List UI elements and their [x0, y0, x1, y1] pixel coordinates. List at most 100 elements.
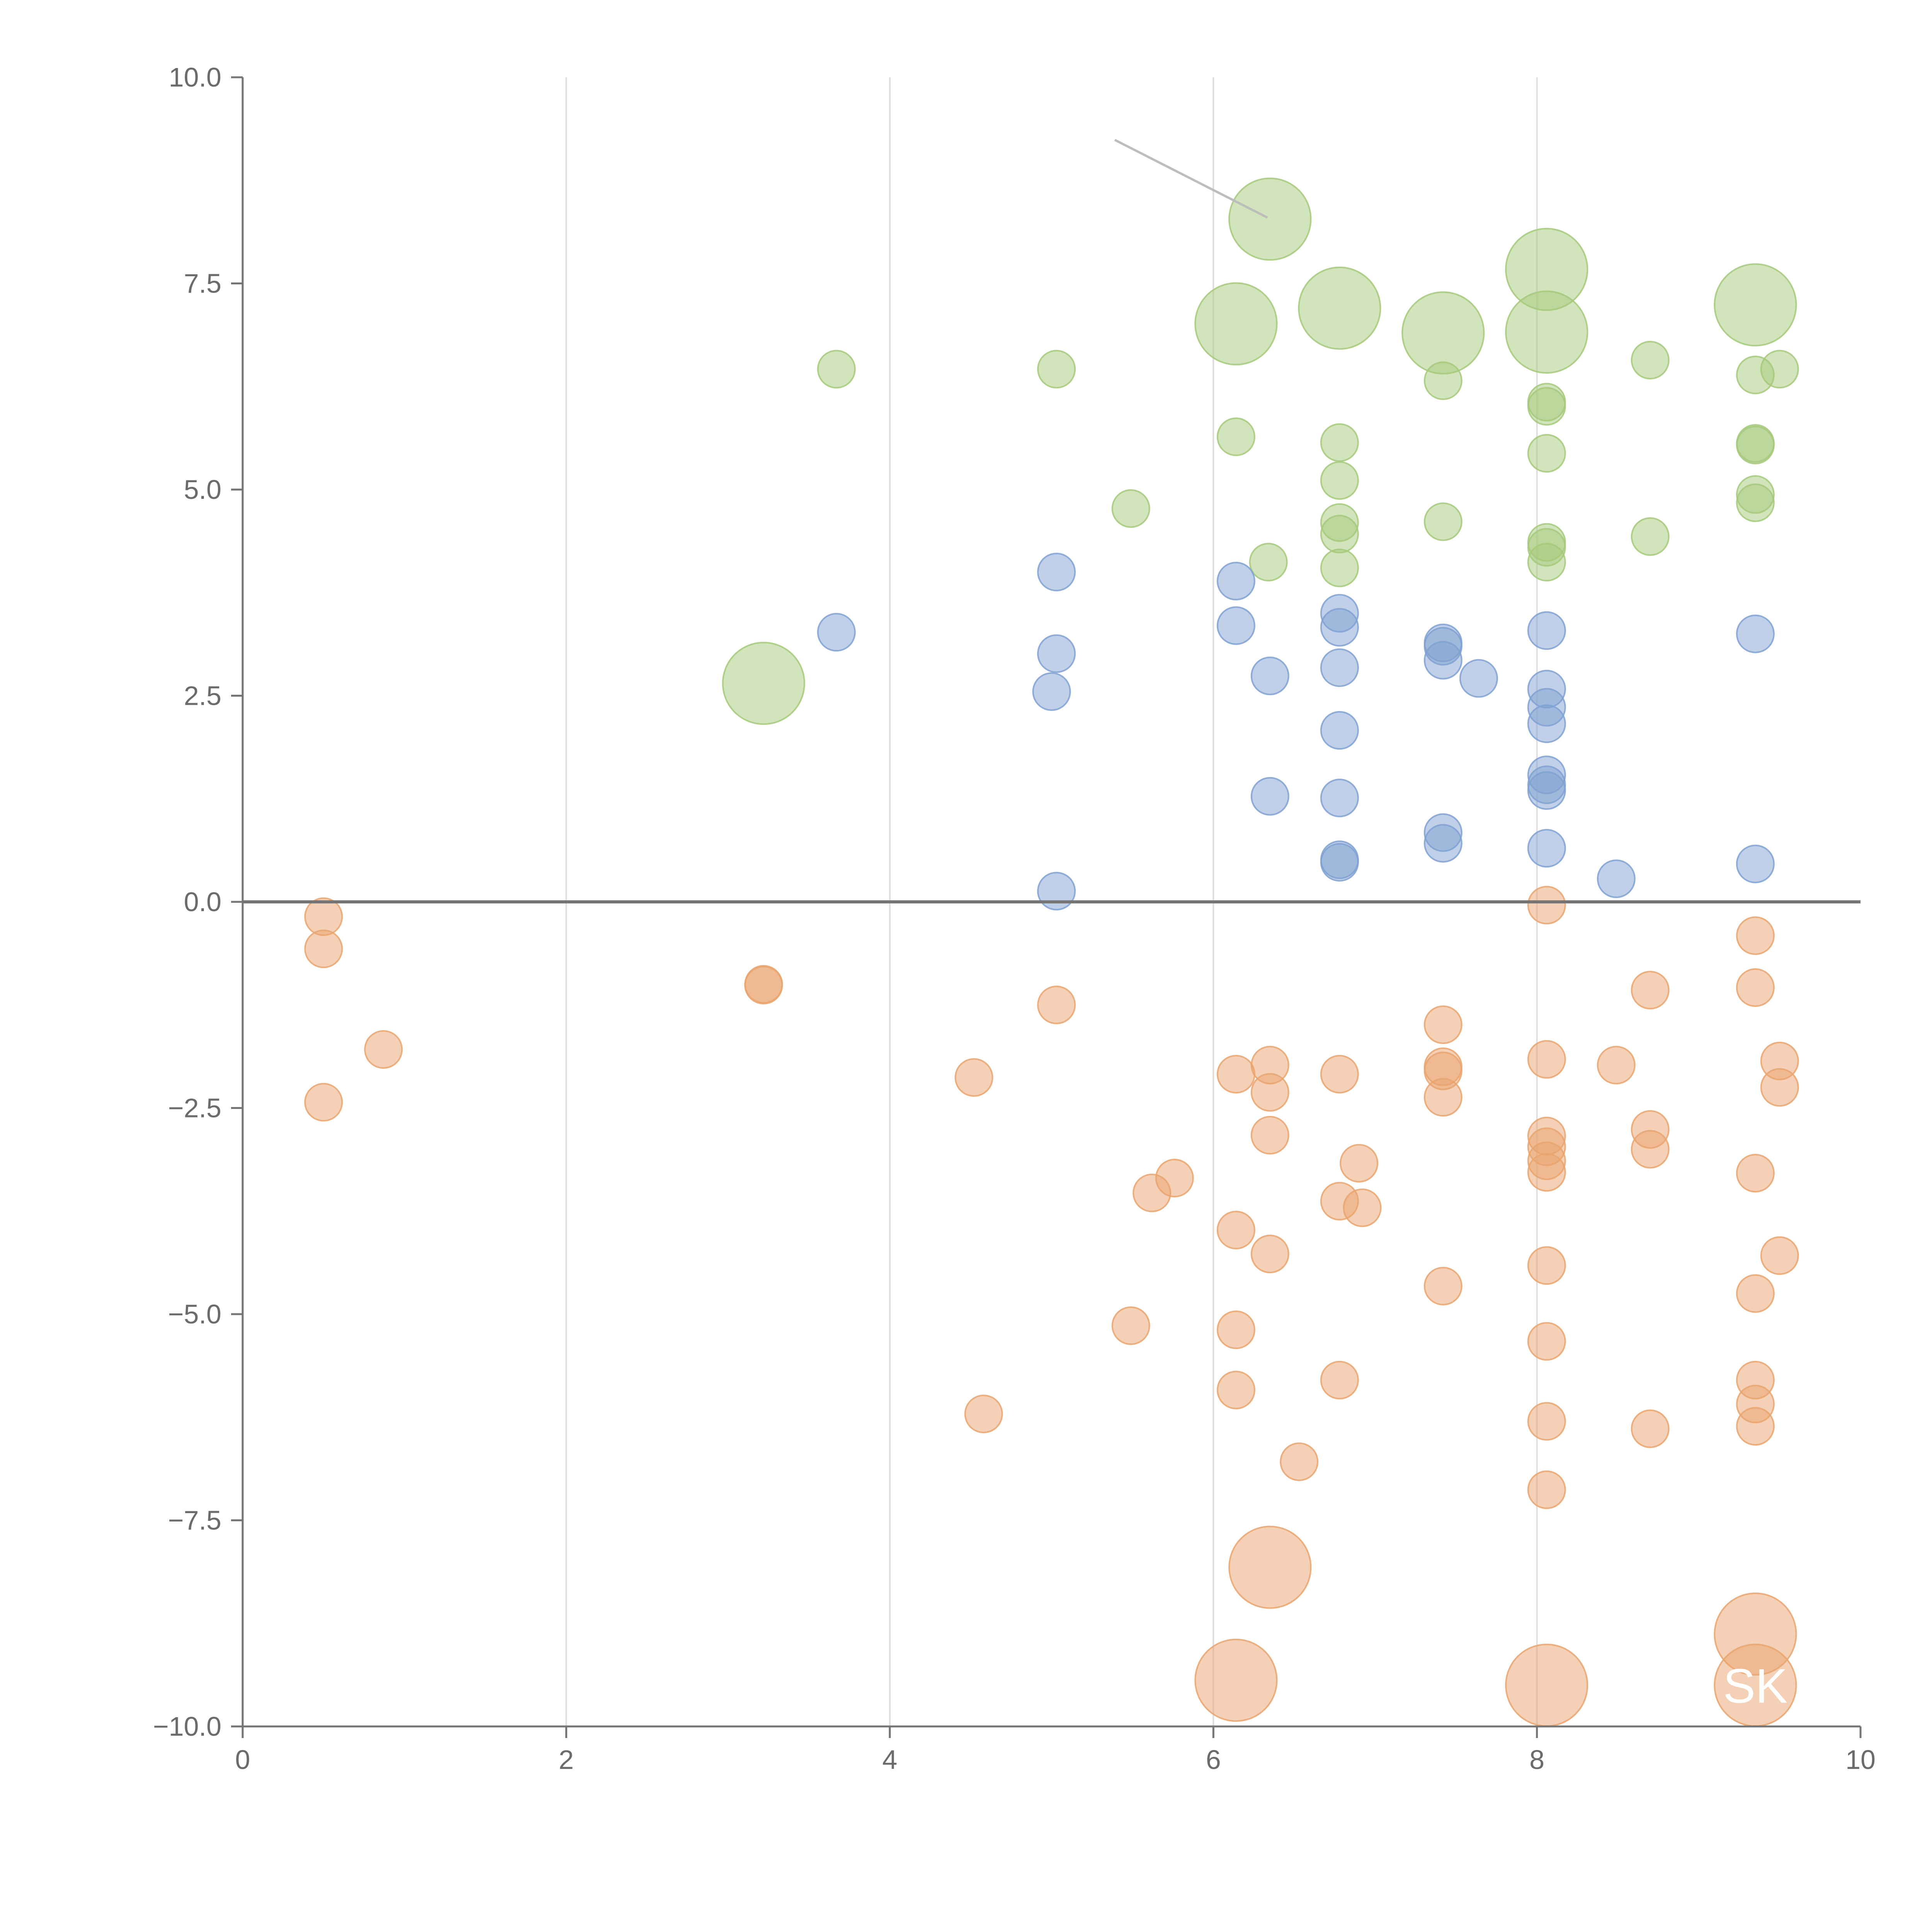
data-point [1459, 659, 1498, 698]
y-tick-label: 2.5 [184, 681, 221, 711]
data-point [1111, 489, 1150, 528]
data-point [1527, 434, 1566, 473]
data-point [1250, 656, 1289, 696]
data-point [1527, 771, 1566, 810]
data-point [1527, 387, 1566, 426]
data-point [1736, 614, 1775, 653]
data-point [1736, 483, 1775, 522]
data-point [1249, 543, 1288, 582]
data-point [1320, 423, 1359, 462]
data-point [1216, 1371, 1255, 1410]
data-point [1216, 1310, 1255, 1349]
data-point [1423, 1267, 1463, 1306]
series-orange [304, 886, 1799, 1727]
data-point [1527, 1322, 1566, 1361]
data-point [1631, 1409, 1670, 1448]
data-point [1423, 641, 1463, 680]
data-point [304, 929, 343, 968]
x-axis-ticks: 0 2 4 6 8 10 [235, 1726, 1876, 1775]
data-point [1037, 553, 1076, 592]
y-tick-label: −7.5 [168, 1505, 221, 1536]
data-point [1631, 517, 1670, 556]
y-tick-label: −5.0 [168, 1299, 221, 1329]
data-point [1298, 266, 1381, 350]
data-point [1216, 606, 1255, 645]
data-point [1736, 844, 1775, 883]
data-point [1527, 886, 1566, 925]
data-point [1527, 611, 1566, 650]
data-point [1343, 1188, 1382, 1227]
series-blue [817, 553, 1775, 911]
y-tick-label: 7.5 [184, 269, 221, 299]
data-point [1714, 263, 1797, 347]
data-point [1250, 1073, 1289, 1112]
data-point [1505, 1643, 1588, 1727]
y-tick-label: −2.5 [168, 1093, 221, 1123]
data-point [1527, 704, 1566, 743]
data-point [1228, 1526, 1312, 1609]
data-point [1250, 777, 1289, 816]
data-point [304, 1083, 343, 1122]
x-tick-label: 8 [1529, 1745, 1544, 1775]
y-tick-label: 0.0 [184, 887, 221, 917]
data-point [1037, 872, 1076, 911]
data-point [1760, 1068, 1799, 1107]
data-point [817, 613, 856, 652]
data-point [722, 641, 805, 725]
annotation-label: SK [1723, 1659, 1787, 1713]
data-point [1194, 282, 1278, 366]
series-green [722, 177, 1799, 725]
data-point [1250, 1235, 1289, 1274]
data-point [744, 966, 783, 1005]
y-tick-label: 10.0 [169, 62, 221, 92]
x-tick-label: 4 [882, 1745, 897, 1775]
x-tick-label: 0 [235, 1745, 250, 1775]
data-point [1216, 1211, 1255, 1250]
data-point [1527, 1153, 1566, 1192]
data-point [1320, 779, 1359, 818]
data-point [1736, 1154, 1775, 1193]
data-point [1111, 1306, 1150, 1345]
data-point [1527, 1040, 1566, 1079]
data-point [1736, 425, 1775, 464]
data-point [1527, 543, 1566, 582]
data-point [1631, 971, 1670, 1010]
y-tick-label: −10.0 [153, 1711, 221, 1742]
data-point [1133, 1173, 1172, 1213]
data-points [304, 177, 1799, 1727]
data-point [1340, 1144, 1379, 1183]
data-point [1037, 350, 1076, 389]
data-point [1037, 985, 1076, 1024]
data-point [964, 1395, 1003, 1434]
data-point [1760, 350, 1799, 389]
data-point [954, 1058, 993, 1097]
data-point [1631, 1130, 1670, 1169]
data-point [1527, 1246, 1566, 1285]
data-point [1736, 1274, 1775, 1313]
data-point [1423, 1005, 1463, 1044]
data-point [1320, 843, 1359, 882]
data-point [1216, 417, 1255, 456]
annotations: SK [1723, 1659, 1787, 1713]
data-point [1320, 608, 1359, 647]
data-point [1320, 515, 1359, 554]
data-point [1216, 1055, 1255, 1094]
y-axis-ticks: 10.0 7.5 5.0 2.5 0.0 −2.5 −5.0 −7.5 −10.0 [153, 62, 243, 1742]
data-point [1597, 1046, 1636, 1085]
data-point [1320, 1055, 1359, 1094]
data-point [1527, 829, 1566, 868]
data-point [1527, 1402, 1566, 1441]
y-tick-label: 5.0 [184, 474, 221, 505]
data-point [1194, 1638, 1278, 1722]
data-point [1423, 824, 1463, 863]
data-point [1320, 648, 1359, 687]
data-point [364, 1030, 403, 1069]
data-point [1320, 548, 1359, 587]
data-point [1760, 1236, 1799, 1275]
x-tick-label: 10 [1845, 1745, 1876, 1775]
data-point [1423, 502, 1463, 541]
data-point [1597, 859, 1636, 898]
data-point [1527, 1470, 1566, 1509]
data-point [1631, 340, 1670, 379]
